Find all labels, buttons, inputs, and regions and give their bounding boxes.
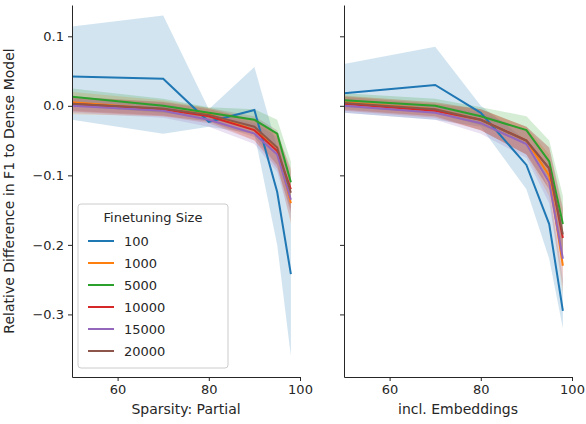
x-tick-label: 80 [201,382,218,397]
series-line [72,106,291,200]
y-tick-mark [68,36,72,37]
legend-item: 20000 [88,344,165,359]
x-axis: 60 80 100 [345,377,585,397]
y-tick: 0.1 [43,29,72,44]
y-tick-mark [340,245,344,246]
y-tick [340,245,344,246]
legend-swatch [88,306,114,308]
x-tick: 80 [473,377,490,397]
legend-label: 15000 [124,322,165,337]
error-band [344,47,563,329]
legend-swatch [88,262,114,264]
y-axis-line [72,6,73,378]
panel: 60 80 100 −0.3 −0.2 −0.1 0.0 0.1 Sparsity: Parti… [1,6,313,418]
y-tick-mark [68,175,72,176]
x-axis: 60 80 100 [73,377,313,397]
x-tick-mark [118,377,119,381]
x-tick-mark [481,377,482,381]
x-tick: 60 [110,377,127,397]
x-tick-label: 80 [473,382,490,397]
y-tick-label: 0.0 [43,98,64,113]
chart-svg: 60 80 100 −0.3 −0.2 −0.1 0.0 0.1 Sparsity: Parti… [0,0,586,424]
series-line [344,85,563,311]
y-tick [340,106,344,107]
legend-label: 5000 [124,278,157,293]
legend-box [78,204,228,368]
legend: Finetuning Size 100 1000 5000 10000 15000 2000… [78,204,228,368]
error-band [344,99,563,287]
legend-label: 100 [124,234,149,249]
y-tick-mark [68,106,72,107]
x-tick-label: 60 [382,382,399,397]
series-line [344,103,563,234]
x-tick-label: 100 [288,382,313,397]
x-tick: 60 [382,377,399,397]
series-line [72,102,291,203]
y-tick-mark [340,36,344,37]
y-tick [340,314,344,315]
y-axis: −0.3 −0.2 −0.1 0.0 0.1 [32,6,72,378]
legend-swatch [88,284,114,286]
x-tick: 100 [288,377,313,397]
series-line [72,104,291,193]
y-tick: 0.0 [43,98,72,113]
x-tick-label: 60 [110,382,127,397]
y-tick-mark [340,106,344,107]
series-line [344,106,563,259]
legend-label: 1000 [124,256,157,271]
x-axis-line [73,377,301,378]
series-line [344,102,563,265]
legend-swatch [88,350,114,352]
y-tick-label: −0.2 [32,238,64,253]
y-tick: −0.1 [32,168,72,183]
y-tick-mark [68,245,72,246]
legend-swatch [88,328,114,330]
series-line [344,100,563,224]
legend-item: 10000 [88,300,165,315]
x-tick-mark [572,377,573,381]
legend-item: 15000 [88,322,165,337]
series-line [344,104,563,238]
y-tick-mark [340,314,344,315]
error-band [72,97,291,214]
y-tick-label: −0.3 [32,307,64,322]
x-tick-mark [209,377,210,381]
x-tick-mark [390,377,391,381]
x-axis-line [345,377,573,378]
y-tick [340,175,344,176]
y-tick-label: 0.1 [43,29,64,44]
x-axis-title: Sparsity: Partial [131,401,240,417]
y-tick-mark [340,175,344,176]
series-line [72,104,291,190]
y-tick-mark [68,314,72,315]
x-tick: 100 [560,377,585,397]
plot-area [344,47,563,329]
legend-label: 20000 [124,344,165,359]
legend-title: Finetuning Size [104,210,203,225]
y-tick: −0.3 [32,307,72,322]
x-tick: 80 [201,377,218,397]
legend-item: 5000 [88,278,157,293]
y-tick [340,36,344,37]
panel: 60 80 100 incl. Embeddings [340,6,585,418]
y-axis-line [344,6,345,378]
legend-item: 1000 [88,256,157,271]
legend-label: 10000 [124,300,165,315]
legend-swatch [88,240,114,242]
x-axis-title: incl. Embeddings [398,401,518,417]
x-tick-mark [300,377,301,381]
error-band [344,96,563,262]
y-axis-title: Relative Difference in F1 to Dense Model [1,48,17,333]
y-axis [340,6,345,378]
legend-item: 100 [88,234,149,249]
series-line [72,97,291,183]
y-tick: −0.2 [32,238,72,253]
y-tick-label: −0.1 [32,168,64,183]
x-tick-label: 100 [560,382,585,397]
